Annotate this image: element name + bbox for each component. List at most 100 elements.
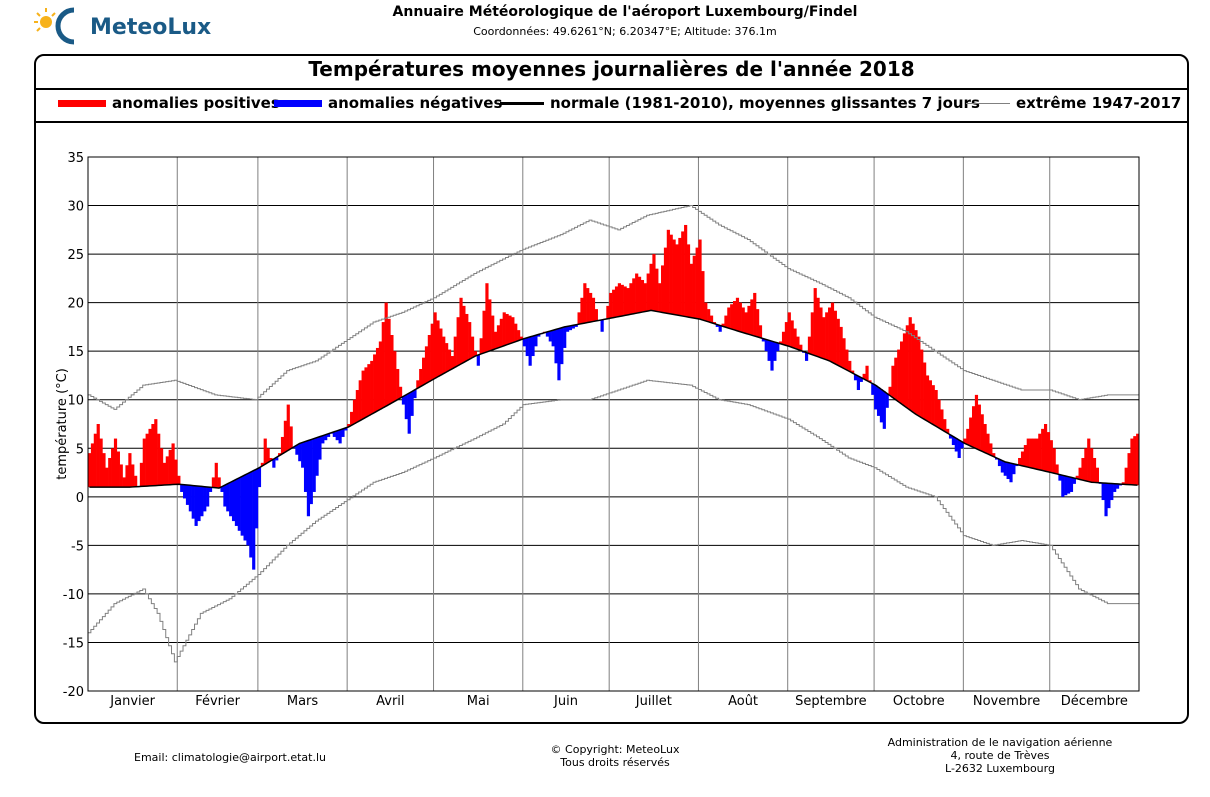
anomaly-bar-negative (249, 472, 253, 558)
anomaly-bar-negative (554, 329, 558, 364)
anomaly-bar-positive (105, 467, 109, 488)
anomaly-bar-negative (548, 331, 552, 342)
anomaly-bar-positive (1026, 438, 1030, 468)
anomaly-bar-negative (1101, 482, 1105, 501)
anomaly-bar-positive (833, 310, 837, 364)
anomaly-bar-positive (384, 302, 388, 407)
anomaly-bar-positive (416, 380, 420, 389)
anomaly-bar-negative (571, 325, 575, 329)
anomaly-bar-positive (508, 315, 512, 344)
anomaly-bar-positive (934, 390, 938, 427)
anomaly-bar-positive (1090, 448, 1094, 483)
anomaly-bar-positive (427, 335, 431, 382)
anomaly-bar-negative (206, 486, 210, 507)
month-label: Juin (553, 694, 578, 709)
legend-swatch-positive (58, 100, 106, 107)
anomaly-bar-positive (969, 417, 973, 447)
extreme-max-line (88, 205, 1139, 410)
anomaly-bar-negative (1072, 478, 1076, 484)
anomaly-bar-positive (499, 318, 503, 347)
anomaly-bar-positive (669, 234, 673, 315)
anomaly-bar-negative (303, 441, 308, 492)
footer-address-line-3: L-2632 Luxembourg (945, 762, 1055, 775)
anomaly-bar-positive (1018, 457, 1022, 466)
anomaly-bar-positive (577, 312, 581, 325)
anomaly-bar-negative (252, 470, 256, 570)
anomaly-bar-negative (191, 485, 195, 519)
y-tick-label: 25 (67, 248, 84, 263)
anomaly-bar-positive (724, 315, 728, 328)
anomaly-bar-positive (157, 433, 161, 486)
anomaly-bar-negative (882, 391, 886, 429)
anomaly-bar-positive (430, 323, 434, 381)
footer-address: Administration de le navigation aérienne… (870, 736, 1130, 775)
anomaly-bar-positive (678, 237, 682, 316)
anomaly-bar-positive (116, 451, 120, 488)
anomaly-bar-positive (1055, 464, 1059, 474)
anomaly-bar-positive (355, 390, 359, 423)
anomaly-bar-positive (465, 313, 469, 361)
month-label: Août (728, 694, 758, 709)
anomaly-bar-positive (88, 453, 92, 488)
anomaly-bar-positive (620, 284, 624, 316)
footer-address-line-1: Administration de le navigation aérienne (887, 736, 1113, 749)
anomaly-bar-negative (568, 325, 573, 331)
anomaly-bar-positive (278, 453, 282, 456)
anomaly-bar-positive (134, 475, 138, 487)
chart-legend: anomalies positives anomalies négatives … (40, 94, 1185, 118)
title-divider (36, 88, 1187, 90)
anomaly-bar-positive (96, 424, 100, 488)
month-label: Avril (376, 694, 404, 709)
y-tick-label: 10 (67, 394, 84, 409)
y-tick-label: -20 (63, 685, 84, 700)
anomaly-bar-positive (102, 453, 106, 488)
anomaly-bar-negative (804, 352, 809, 361)
station-coordinates: Coordonnées: 49.6261°N; 6.20347°E; Altit… (473, 25, 777, 38)
anomaly-bar-negative (324, 434, 328, 441)
anomaly-bar-negative (715, 324, 719, 327)
anomaly-bar-negative (298, 443, 302, 462)
anomaly-bar-positive (655, 268, 659, 312)
anomaly-bar-negative (856, 376, 860, 391)
anomaly-bar-positive (747, 305, 751, 335)
anomaly-bar-positive (974, 394, 979, 449)
footer-email: Email: climatologie@airport.etat.lu (134, 751, 326, 764)
legend-item-negative: anomalies négatives (274, 94, 502, 112)
anomaly-bar-positive (663, 247, 668, 313)
anomaly-bar-negative (321, 435, 325, 444)
footer-copyright-line-2: Tous droits réservés (560, 756, 670, 769)
anomaly-bar-negative (1107, 483, 1111, 509)
anomaly-bar-positive (419, 368, 423, 387)
anomaly-bar-negative (534, 335, 538, 347)
anomaly-bar-positive (658, 283, 662, 312)
anomaly-bar-positive (1052, 448, 1056, 474)
legend-label-extreme: extrême 1947-2017 (1016, 94, 1182, 112)
anomaly-bar-positive (99, 438, 103, 488)
anomaly-bar-positive (269, 457, 273, 461)
anomaly-bar-positive (983, 424, 987, 453)
anomaly-bar-positive (787, 312, 791, 347)
anomaly-bar-negative (874, 385, 878, 410)
legend-divider (36, 121, 1187, 123)
anomaly-bar-positive (398, 386, 403, 399)
anomaly-bar-negative (1012, 463, 1016, 475)
anomaly-bar-negative (1104, 483, 1108, 517)
anomaly-bar-negative (315, 437, 319, 476)
legend-label-negative: anomalies négatives (328, 94, 503, 112)
anomaly-bar-positive (828, 307, 832, 361)
anomaly-bar-positive (721, 323, 725, 327)
anomaly-bar-positive (635, 273, 639, 314)
anomaly-bar-positive (897, 349, 901, 402)
anomaly-bar-positive (580, 297, 584, 324)
anomaly-bar-positive (350, 411, 354, 426)
anomaly-bar-negative (306, 440, 311, 517)
anomaly-bar-negative (338, 429, 342, 444)
anomaly-bar-positive (482, 310, 486, 353)
anomaly-bar-positive (159, 448, 164, 486)
anomaly-bar-positive (119, 464, 123, 488)
anomaly-bar-negative (344, 427, 348, 431)
anomaly-bar-positive (473, 351, 478, 357)
anomaly-bar-positive (591, 297, 596, 322)
anomaly-bar-positive (744, 312, 748, 334)
anomaly-bar-positive (370, 360, 374, 415)
